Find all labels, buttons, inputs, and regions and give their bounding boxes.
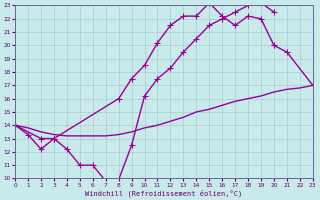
X-axis label: Windchill (Refroidissement éolien,°C): Windchill (Refroidissement éolien,°C) [85, 189, 243, 197]
